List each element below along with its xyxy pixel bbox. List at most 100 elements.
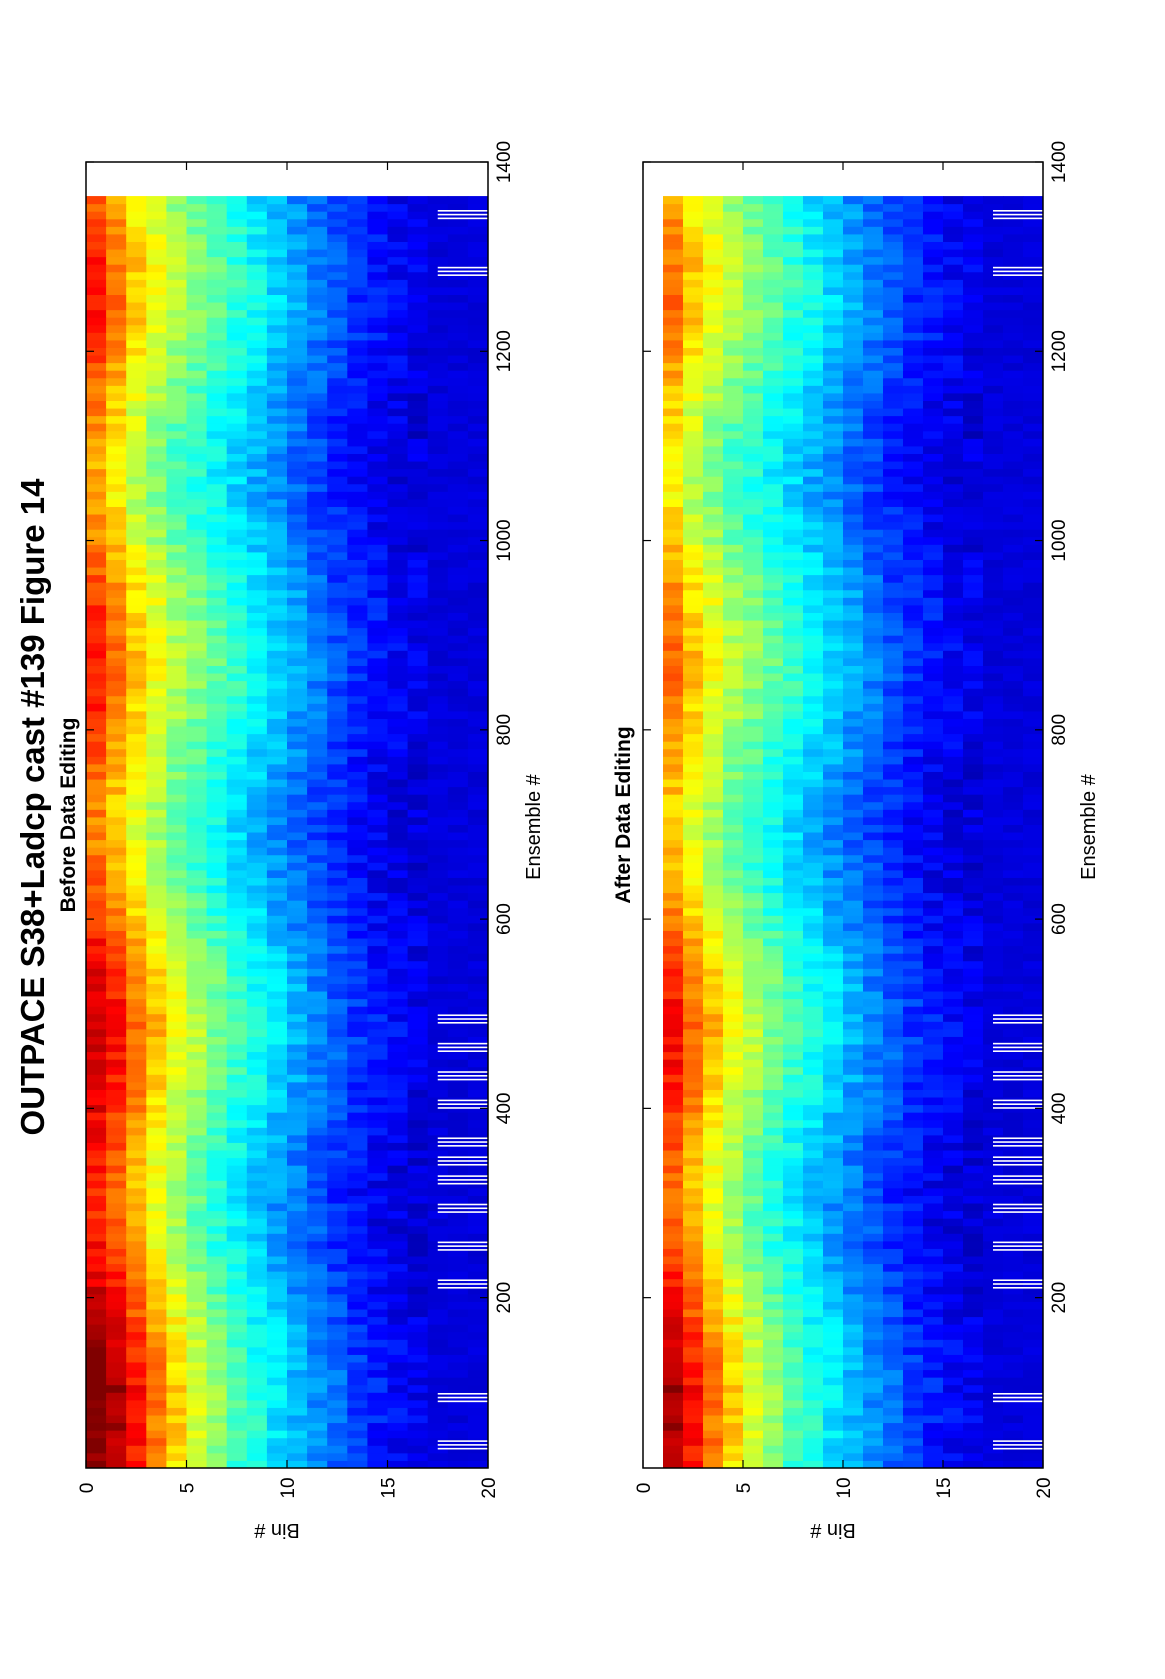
heatmap-cell [407,1097,429,1106]
heatmap-cell [86,733,107,742]
heatmap-cell [106,756,127,765]
heatmap-cell [923,1172,944,1181]
heatmap-cell [146,718,167,727]
heatmap-cell [1023,1286,1044,1295]
heatmap-cell [146,1377,167,1386]
heatmap-cell [186,1233,208,1242]
heatmap-cell [206,339,228,348]
heatmap-cell [126,991,147,1000]
heatmap-cell [226,1263,248,1272]
heatmap-cell [367,1044,388,1053]
heatmap-cell [106,991,127,1000]
heatmap-cell [307,748,328,757]
heatmap-cell [743,1225,764,1234]
heatmap-cell [246,726,268,735]
heatmap-cell [367,1377,388,1386]
heatmap-cell [467,824,489,833]
heatmap-cell [723,960,744,969]
heatmap-cell [206,408,228,417]
heatmap-cell [347,1422,368,1431]
heatmap-cell [86,544,107,553]
heatmap-cell [963,1286,984,1295]
heatmap-cell [367,1089,388,1098]
heatmap-cell [467,1203,489,1212]
heatmap-cell [763,930,784,939]
heatmap-cell [367,506,388,515]
heatmap-cell [327,832,348,841]
heatmap-cell [166,1165,187,1174]
heatmap-cell [106,650,127,659]
heatmap-cell [106,1339,127,1348]
heatmap-cell [723,877,744,886]
heatmap-cell [1023,1248,1044,1257]
heatmap-cell [166,945,187,954]
heatmap-cell [206,589,228,598]
heatmap-cell [246,256,268,265]
heatmap-cell [963,1187,984,1196]
heatmap-cell [166,657,187,666]
heatmap-cell [226,536,248,545]
heatmap-cell [387,1399,409,1408]
heatmap-cell [146,597,167,606]
heatmap-cell [703,1460,724,1469]
heatmap-cell [86,438,107,447]
heatmap-cell [126,438,147,447]
heatmap-cell [407,1286,429,1295]
heatmap-cell [723,983,744,992]
heatmap-cell [287,900,308,909]
heatmap-cell [683,1240,704,1249]
heatmap-cell [246,680,268,689]
heatmap-cell [883,1369,904,1378]
heatmap-cell [206,771,228,780]
heatmap-cell [166,1301,187,1310]
heatmap-cell [823,1384,844,1393]
heatmap-cell [447,975,469,984]
heatmap-cell [943,953,964,962]
heatmap-cell [843,1225,864,1234]
heatmap-cell [287,264,308,273]
heatmap-cell [307,1006,328,1015]
heatmap-cell [287,718,308,727]
heatmap-cell [467,408,489,417]
heatmap-cell [723,1278,744,1287]
heatmap-cell [327,907,348,916]
heatmap-cell [743,1256,764,1265]
heatmap-cell [447,877,469,886]
heatmap-cell [126,498,147,507]
heatmap-cell [226,1309,248,1318]
heatmap-panel-after: After Data Editing 200400600800100012001… [612,141,1100,1541]
panel-title-before: Before Data Editing [57,718,80,913]
heatmap-cell [86,491,107,500]
heatmap-cell [367,279,388,288]
heatmap-cell [347,1271,368,1280]
heatmap-cell [226,1293,248,1302]
heatmap-cell [206,1278,228,1287]
heatmap-cell [723,1187,744,1196]
heatmap-cell [206,1021,228,1030]
heatmap-cell [963,1119,984,1128]
heatmap-cell [467,718,489,727]
heatmap-cell [447,476,469,485]
heatmap-cell [923,907,944,916]
heatmap-cell [1023,885,1044,894]
heatmap-cell [347,574,368,583]
heatmap-cell [763,915,784,924]
heatmap-cell [387,998,409,1007]
heatmap-cell [467,347,489,356]
heatmap-cell [963,885,984,894]
heatmap-cell [723,1150,744,1159]
heatmap-cell [226,1074,248,1083]
heatmap-cell [1023,1119,1044,1128]
heatmap-cell [1023,945,1044,954]
heatmap-cell [266,203,288,212]
figure-title: OUTPACE S38+Ladcp cast #139 Figure 14 [14,478,51,1136]
heatmap-cell [427,673,449,682]
heatmap-cell [287,1051,308,1060]
heatmap-cell [863,877,884,886]
heatmap-cell [943,1119,964,1128]
heatmap-cell [327,779,348,788]
heatmap-cell [367,567,388,576]
heatmap-cell [903,1127,924,1136]
x-axis-label-before: Ensemble # [523,773,545,879]
